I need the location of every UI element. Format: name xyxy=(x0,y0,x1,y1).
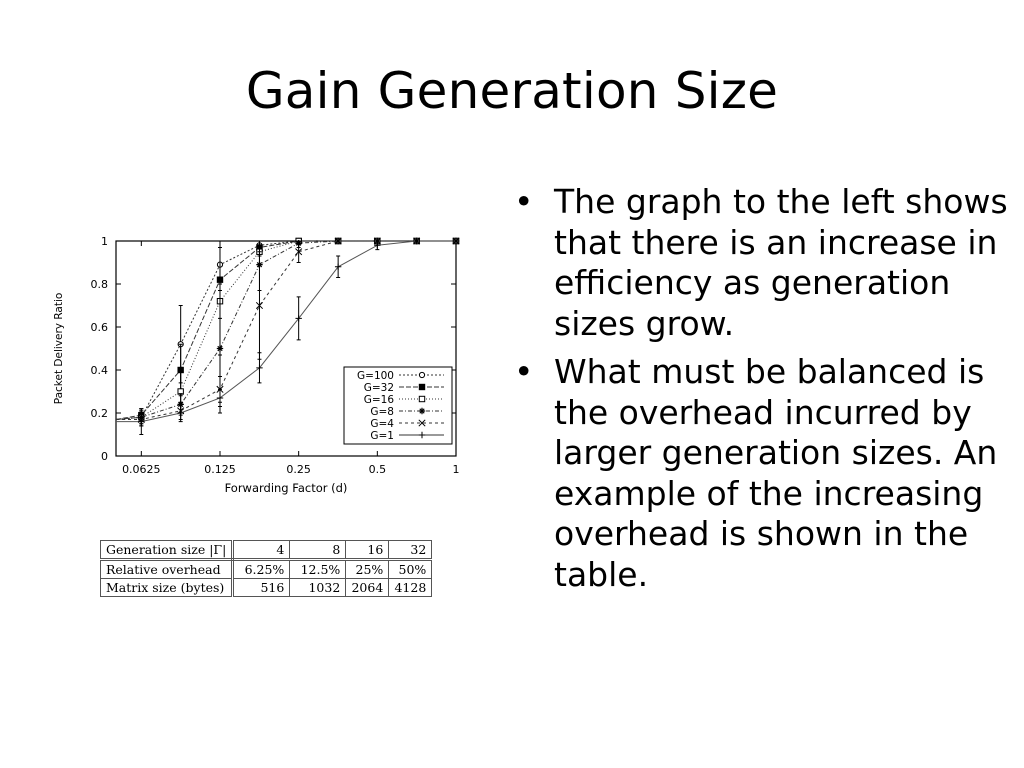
legend-marker xyxy=(418,407,426,415)
y-tick-label: 0.6 xyxy=(91,321,109,334)
data-point xyxy=(255,301,264,310)
bullet-text: What must be balanced is the overhead in… xyxy=(554,352,998,594)
series-line xyxy=(116,240,456,420)
legend-label: G=100 xyxy=(357,370,394,382)
x-tick-label: 0.125 xyxy=(204,463,236,476)
table-cell: 12.5% xyxy=(289,559,347,579)
series-line xyxy=(115,240,456,420)
table-cell: 6.25% xyxy=(232,559,291,579)
table-cell: 50% xyxy=(388,559,433,579)
legend-marker xyxy=(418,371,426,379)
series-line xyxy=(116,240,456,423)
table-cell: 25% xyxy=(345,559,390,579)
legend-marker xyxy=(418,419,426,427)
data-point xyxy=(413,237,420,245)
table-cell: 32 xyxy=(388,540,433,561)
x-tick-label: 1 xyxy=(453,463,460,476)
x-tick-label: 0.25 xyxy=(286,463,311,476)
overhead-table: Generation size |Γ| 4 8 16 32 Relative o… xyxy=(99,540,433,597)
legend-marker xyxy=(418,383,426,391)
table-cell: Generation size |Γ| xyxy=(99,540,235,561)
bullet-item: • What must be balanced is the overhead … xyxy=(512,352,1012,595)
legend-label: G=32 xyxy=(364,382,394,394)
data-point xyxy=(216,345,224,352)
x-tick-label: 0.0625 xyxy=(122,463,161,476)
table-header-row: Generation size |Γ| 4 8 16 32 xyxy=(99,540,433,561)
table-cell: 1032 xyxy=(289,578,347,597)
legend-marker xyxy=(418,395,426,403)
y-tick-label: 0.8 xyxy=(91,278,109,291)
data-point xyxy=(374,242,381,249)
table-cell: 2064 xyxy=(345,578,390,597)
series-line xyxy=(115,240,456,420)
table-cell: 8 xyxy=(289,540,347,561)
table-cell: 4128 xyxy=(388,578,433,597)
bullet-dot-icon: • xyxy=(514,352,534,391)
legend-label: G=4 xyxy=(370,418,394,430)
table-row: Relative overhead 6.25% 12.5% 25% 50% xyxy=(99,559,433,579)
y-tick-label: 0.4 xyxy=(91,364,109,377)
table-cell: 16 xyxy=(345,540,390,561)
table-cell: Matrix size (bytes) xyxy=(99,578,235,597)
bullet-list: • The graph to the left shows that there… xyxy=(512,182,1012,603)
y-tick-label: 0.2 xyxy=(91,407,109,420)
legend-label: G=1 xyxy=(370,430,394,442)
data-point xyxy=(177,409,184,417)
data-point xyxy=(216,394,224,402)
table-cell: 4 xyxy=(232,540,291,561)
legend-marker xyxy=(418,431,426,439)
table-cell: Relative overhead xyxy=(99,559,235,579)
legend-label: G=8 xyxy=(370,406,394,418)
chart-canvas: 0 0.2 0.4 0.6 0.8 1 0.0625 0.125 0.25 0.5 1 Forward… xyxy=(53,235,460,495)
data-point xyxy=(138,418,145,425)
series-line xyxy=(115,240,456,420)
x-tick-label: 0.5 xyxy=(369,463,387,476)
data-point xyxy=(452,237,460,245)
data-point xyxy=(256,364,263,372)
data-point xyxy=(334,263,342,270)
slide-title: Gain Generation Size xyxy=(245,62,779,120)
delivery-ratio-chart: 0 0.2 0.4 0.6 0.8 1 0.0625 0.125 0.25 0.5 1 Forward… xyxy=(44,225,484,515)
y-tick-label: 0 xyxy=(101,450,108,463)
legend-label: G=16 xyxy=(364,394,395,406)
bullet-item: • The graph to the left shows that there… xyxy=(512,182,1012,344)
bullet-text: The graph to the left shows that there i… xyxy=(554,182,1008,343)
table-row: Matrix size (bytes) 516 1032 2064 4128 xyxy=(99,578,433,597)
data-point xyxy=(295,248,303,256)
x-axis-label: Forwarding Factor (d) xyxy=(225,481,348,495)
table-cell: 516 xyxy=(232,578,291,597)
data-point xyxy=(295,315,302,322)
data-point xyxy=(334,237,342,245)
bullet-dot-icon: • xyxy=(514,182,534,221)
y-axis-label: Packet Delivery Ratio xyxy=(53,293,65,405)
plot-frame xyxy=(115,240,457,457)
y-tick-label: 1 xyxy=(101,235,108,248)
legend-box xyxy=(343,366,453,445)
